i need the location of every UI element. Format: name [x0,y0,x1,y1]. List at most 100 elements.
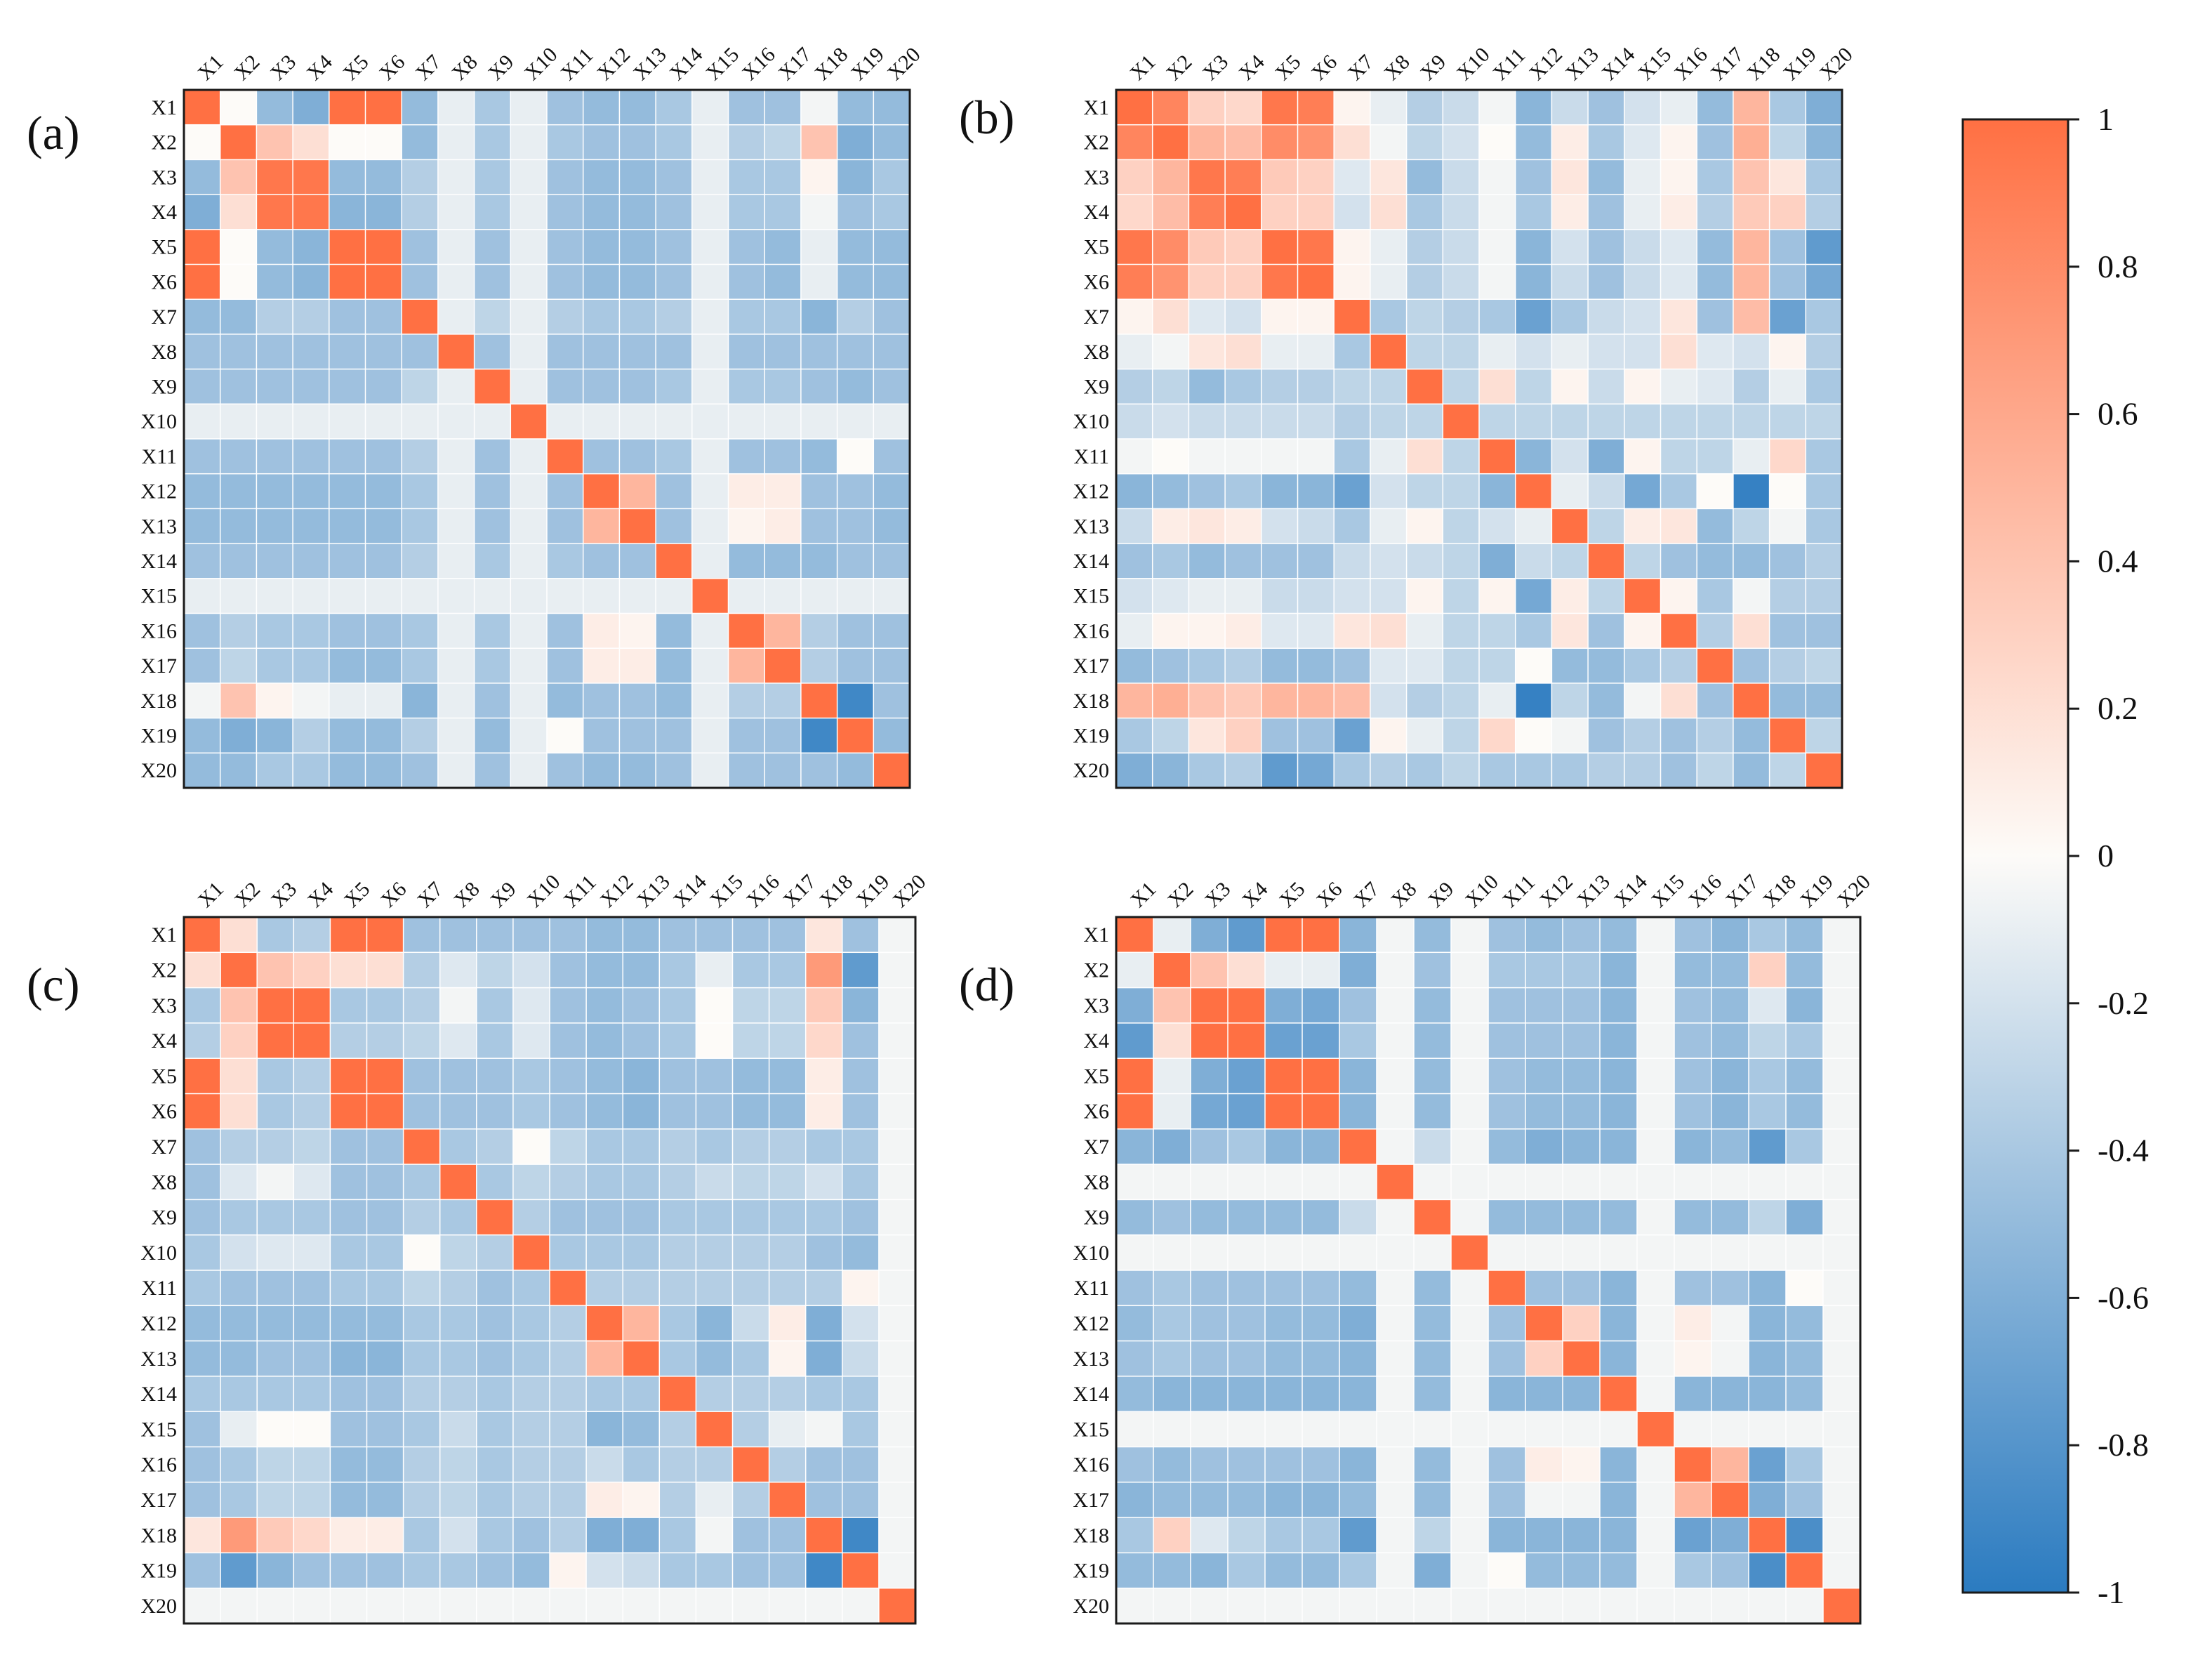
heatmap-cell [1190,1517,1229,1554]
heatmap-cell [1339,1340,1378,1377]
heatmap-cell [873,298,911,335]
heatmap-cell [1405,717,1444,754]
heatmap-cell [292,683,330,719]
heatmap-cell [1224,334,1262,370]
heatmap-cell [1450,1164,1490,1201]
heatmap-cell [292,89,330,126]
heatmap-cell [1450,1128,1490,1166]
heatmap-cell [804,1552,843,1589]
heatmap-cell [1674,1305,1713,1342]
heatmap-cell [727,752,766,789]
heatmap-cell [1302,916,1341,954]
heatmap-cell [366,1446,404,1483]
heatmap-cell [510,159,548,196]
heatmap-cell [1660,124,1698,161]
y-tick-label: X17 [140,1489,177,1512]
heatmap-cell [585,1587,624,1625]
heatmap-cell [1370,298,1408,335]
heatmap-cell [582,334,621,370]
heatmap-cell [1405,194,1444,230]
heatmap-cell [1525,1552,1564,1589]
heatmap-cell [220,1022,258,1060]
heatmap-cell [842,1517,880,1554]
heatmap-cell [873,543,911,579]
heatmap-cell [1768,159,1807,196]
x-tick-label: X15 [701,43,743,85]
heatmap-cell [1562,1411,1601,1448]
heatmap-cell [1514,473,1553,510]
heatmap-cell [437,159,475,196]
heatmap-cell [329,438,366,475]
heatmap-cell [1297,438,1335,475]
x-tick-label: X17 [774,43,816,85]
heatmap-cell [1514,89,1553,126]
heatmap-cell [1227,1022,1266,1060]
heatmap-cell [1488,1340,1527,1377]
heatmap-cell [329,1199,368,1236]
heatmap-cell [1302,1057,1341,1095]
heatmap-cell [476,1128,514,1166]
heatmap-cell [1333,263,1371,301]
heatmap-cell [329,1093,368,1130]
heatmap-cell [1805,298,1843,335]
heatmap-cell [401,298,439,335]
heatmap-cell [1151,438,1190,475]
heatmap-cell [1370,647,1408,684]
heatmap-cell [1562,1552,1601,1589]
heatmap-cell [549,1482,588,1519]
heatmap-cell [695,1022,734,1060]
heatmap-cell [256,298,294,335]
plot-frame [183,916,917,1625]
heatmap-cell [364,334,403,370]
heatmap-cell [655,194,693,230]
heatmap-cell [618,473,657,510]
heatmap-cell [1115,1270,1155,1307]
heatmap-cell [1227,916,1266,954]
heatmap-cell [618,403,657,440]
heatmap-cell [842,1552,880,1589]
heatmap-cell [800,124,838,161]
heatmap-cell [1405,508,1444,545]
heatmap-cell [1413,1164,1452,1201]
heatmap-cell [1450,1552,1490,1589]
heatmap-cell [1333,508,1371,545]
heatmap-cell [1525,1164,1564,1201]
heatmap-cell [1624,298,1662,335]
x-tick-label: X11 [1488,44,1530,85]
heatmap-cell [439,1446,477,1483]
heatmap-cell [1488,1093,1527,1130]
heatmap-cell [1190,1022,1229,1060]
heatmap-cell [658,1128,697,1166]
heatmap-cell [1660,263,1698,301]
heatmap-cell [768,1411,807,1448]
heatmap-cell [727,438,766,475]
heatmap-cell [1261,298,1299,335]
heatmap-cell [183,124,221,161]
heatmap-cell [183,1234,222,1272]
heatmap-cell [1785,1199,1824,1236]
heatmap-cell [1190,1340,1229,1377]
heatmap-cell [768,1552,807,1589]
heatmap-cell [1151,683,1190,719]
heatmap-cell [1599,1340,1638,1377]
colorbar-tick-label: 0.4 [2098,543,2138,579]
heatmap-cell [1562,1482,1601,1519]
heatmap-cell [1450,1199,1490,1236]
heatmap-cell [256,229,294,265]
heatmap-cell [512,1022,551,1060]
heatmap-cell [768,1199,807,1236]
heatmap-cell [622,1199,661,1236]
heatmap-cell [1733,159,1770,196]
heatmap-cell [476,1022,514,1060]
heatmap-cell [1525,1446,1564,1483]
heatmap-cell [1733,229,1770,265]
heatmap-cell [691,508,729,545]
heatmap-cell [219,89,258,126]
heatmap-cell [804,1164,843,1201]
heatmap-cell [873,194,911,230]
heatmap-cell [220,1128,258,1166]
heatmap-cell [1599,951,1638,989]
heatmap-cell [1413,1587,1452,1625]
y-tick-label: X15 [140,1418,177,1441]
heatmap-cell [1488,1057,1527,1095]
